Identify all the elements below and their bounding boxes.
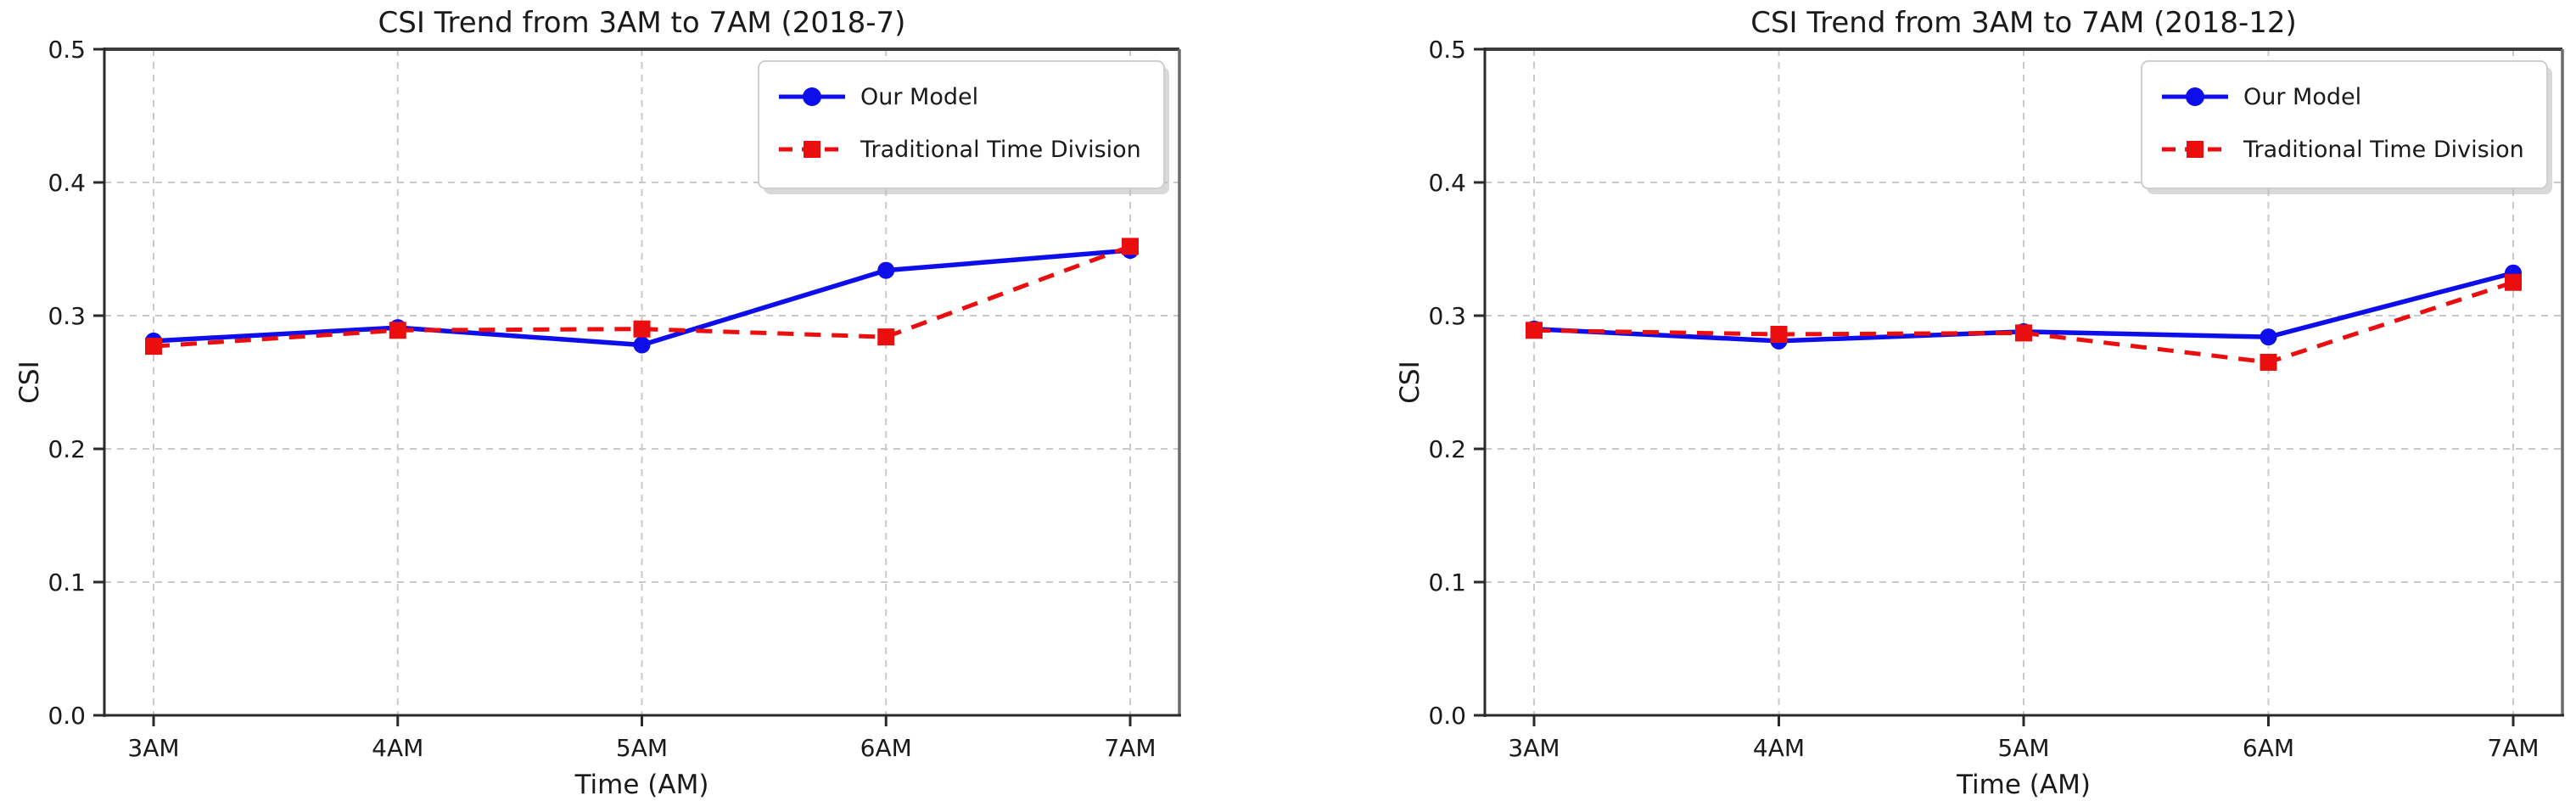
data-point-marker	[2260, 353, 2277, 371]
x-tick-label: 4AM	[372, 734, 423, 762]
legend-square-marker-icon	[804, 141, 820, 158]
series-traditional-time-division	[145, 238, 1139, 356]
chart-2018-7: 0.0 0.1 0.2 0.3 0.4 0.5 3AM 4AM 5AM 6AM 7AM Our Mod…	[14, 6, 1181, 800]
y-tick-label: 0.1	[1428, 569, 1466, 597]
data-point-marker	[2015, 324, 2032, 342]
data-point-marker	[1770, 325, 1788, 343]
x-tick-label: 7AM	[1104, 734, 1156, 762]
chart-title: CSI Trend from 3AM to 7AM (2018-7)	[378, 6, 906, 40]
x-tick-label: 3AM	[127, 734, 179, 762]
y-axis-label: CSI	[1395, 361, 1425, 403]
x-axis-label: Time (AM)	[574, 770, 709, 800]
data-point-marker	[1526, 322, 1543, 339]
data-point-marker	[633, 320, 651, 338]
x-tick-label: 6AM	[2243, 734, 2294, 762]
y-tick-label: 0.0	[1428, 702, 1466, 730]
y-tick-label: 0.4	[48, 169, 86, 197]
x-tick-label: 4AM	[1753, 734, 1805, 762]
legend: Our Model Traditional Time Division	[758, 60, 1169, 194]
data-point-marker	[389, 322, 406, 339]
y-tick-label: 0.0	[48, 702, 86, 730]
legend: Our Model Traditional Time Division	[2141, 60, 2552, 194]
x-axis: 3AM 4AM 5AM 6AM 7AM	[127, 715, 1156, 762]
legend-square-marker-icon	[2187, 141, 2204, 158]
x-tick-label: 6AM	[860, 734, 912, 762]
x-tick-label: 5AM	[1997, 734, 2049, 762]
legend-box	[2141, 60, 2548, 189]
y-tick-label: 0.4	[1428, 169, 1466, 197]
y-tick-label: 0.1	[48, 569, 86, 597]
legend-box	[758, 60, 1165, 189]
legend-label: Our Model	[2243, 84, 2361, 110]
data-point-marker	[2260, 328, 2277, 346]
y-axis: 0.0 0.1 0.2 0.3 0.4 0.5	[48, 36, 104, 730]
x-tick-label: 7AM	[2487, 734, 2539, 762]
data-point-marker	[2505, 273, 2522, 291]
y-tick-label: 0.3	[48, 302, 86, 330]
data-point-marker	[877, 328, 895, 346]
data-point-marker	[877, 261, 895, 279]
legend-label: Traditional Time Division	[2243, 137, 2524, 163]
legend-circle-marker-icon	[2186, 87, 2204, 106]
y-tick-label: 0.2	[48, 435, 86, 463]
data-point-marker	[145, 338, 162, 356]
x-tick-label: 5AM	[616, 734, 668, 762]
y-axis: 0.0 0.1 0.2 0.3 0.4 0.5	[1428, 36, 1485, 730]
legend-circle-marker-icon	[803, 87, 821, 106]
data-point-marker	[633, 336, 651, 354]
y-tick-label: 0.2	[1428, 435, 1466, 463]
x-axis-label: Time (AM)	[1956, 770, 2091, 800]
chart-title: CSI Trend from 3AM to 7AM (2018-12)	[1750, 6, 2297, 40]
legend-label: Traditional Time Division	[860, 137, 1141, 163]
y-axis-label: CSI	[14, 361, 45, 403]
data-point-marker	[1122, 238, 1139, 255]
y-tick-label: 0.3	[1428, 302, 1466, 330]
y-tick-label: 0.5	[48, 36, 86, 64]
x-axis: 3AM 4AM 5AM 6AM 7AM	[1508, 715, 2540, 762]
y-tick-label: 0.5	[1428, 36, 1466, 64]
legend-label: Our Model	[860, 84, 978, 110]
series-traditional-time-division	[1526, 273, 2522, 371]
chart-2018-12: 0.0 0.1 0.2 0.3 0.4 0.5 3AM 4AM 5AM 6AM 7AM Our Mod…	[1395, 6, 2564, 800]
x-tick-label: 3AM	[1508, 734, 1560, 762]
